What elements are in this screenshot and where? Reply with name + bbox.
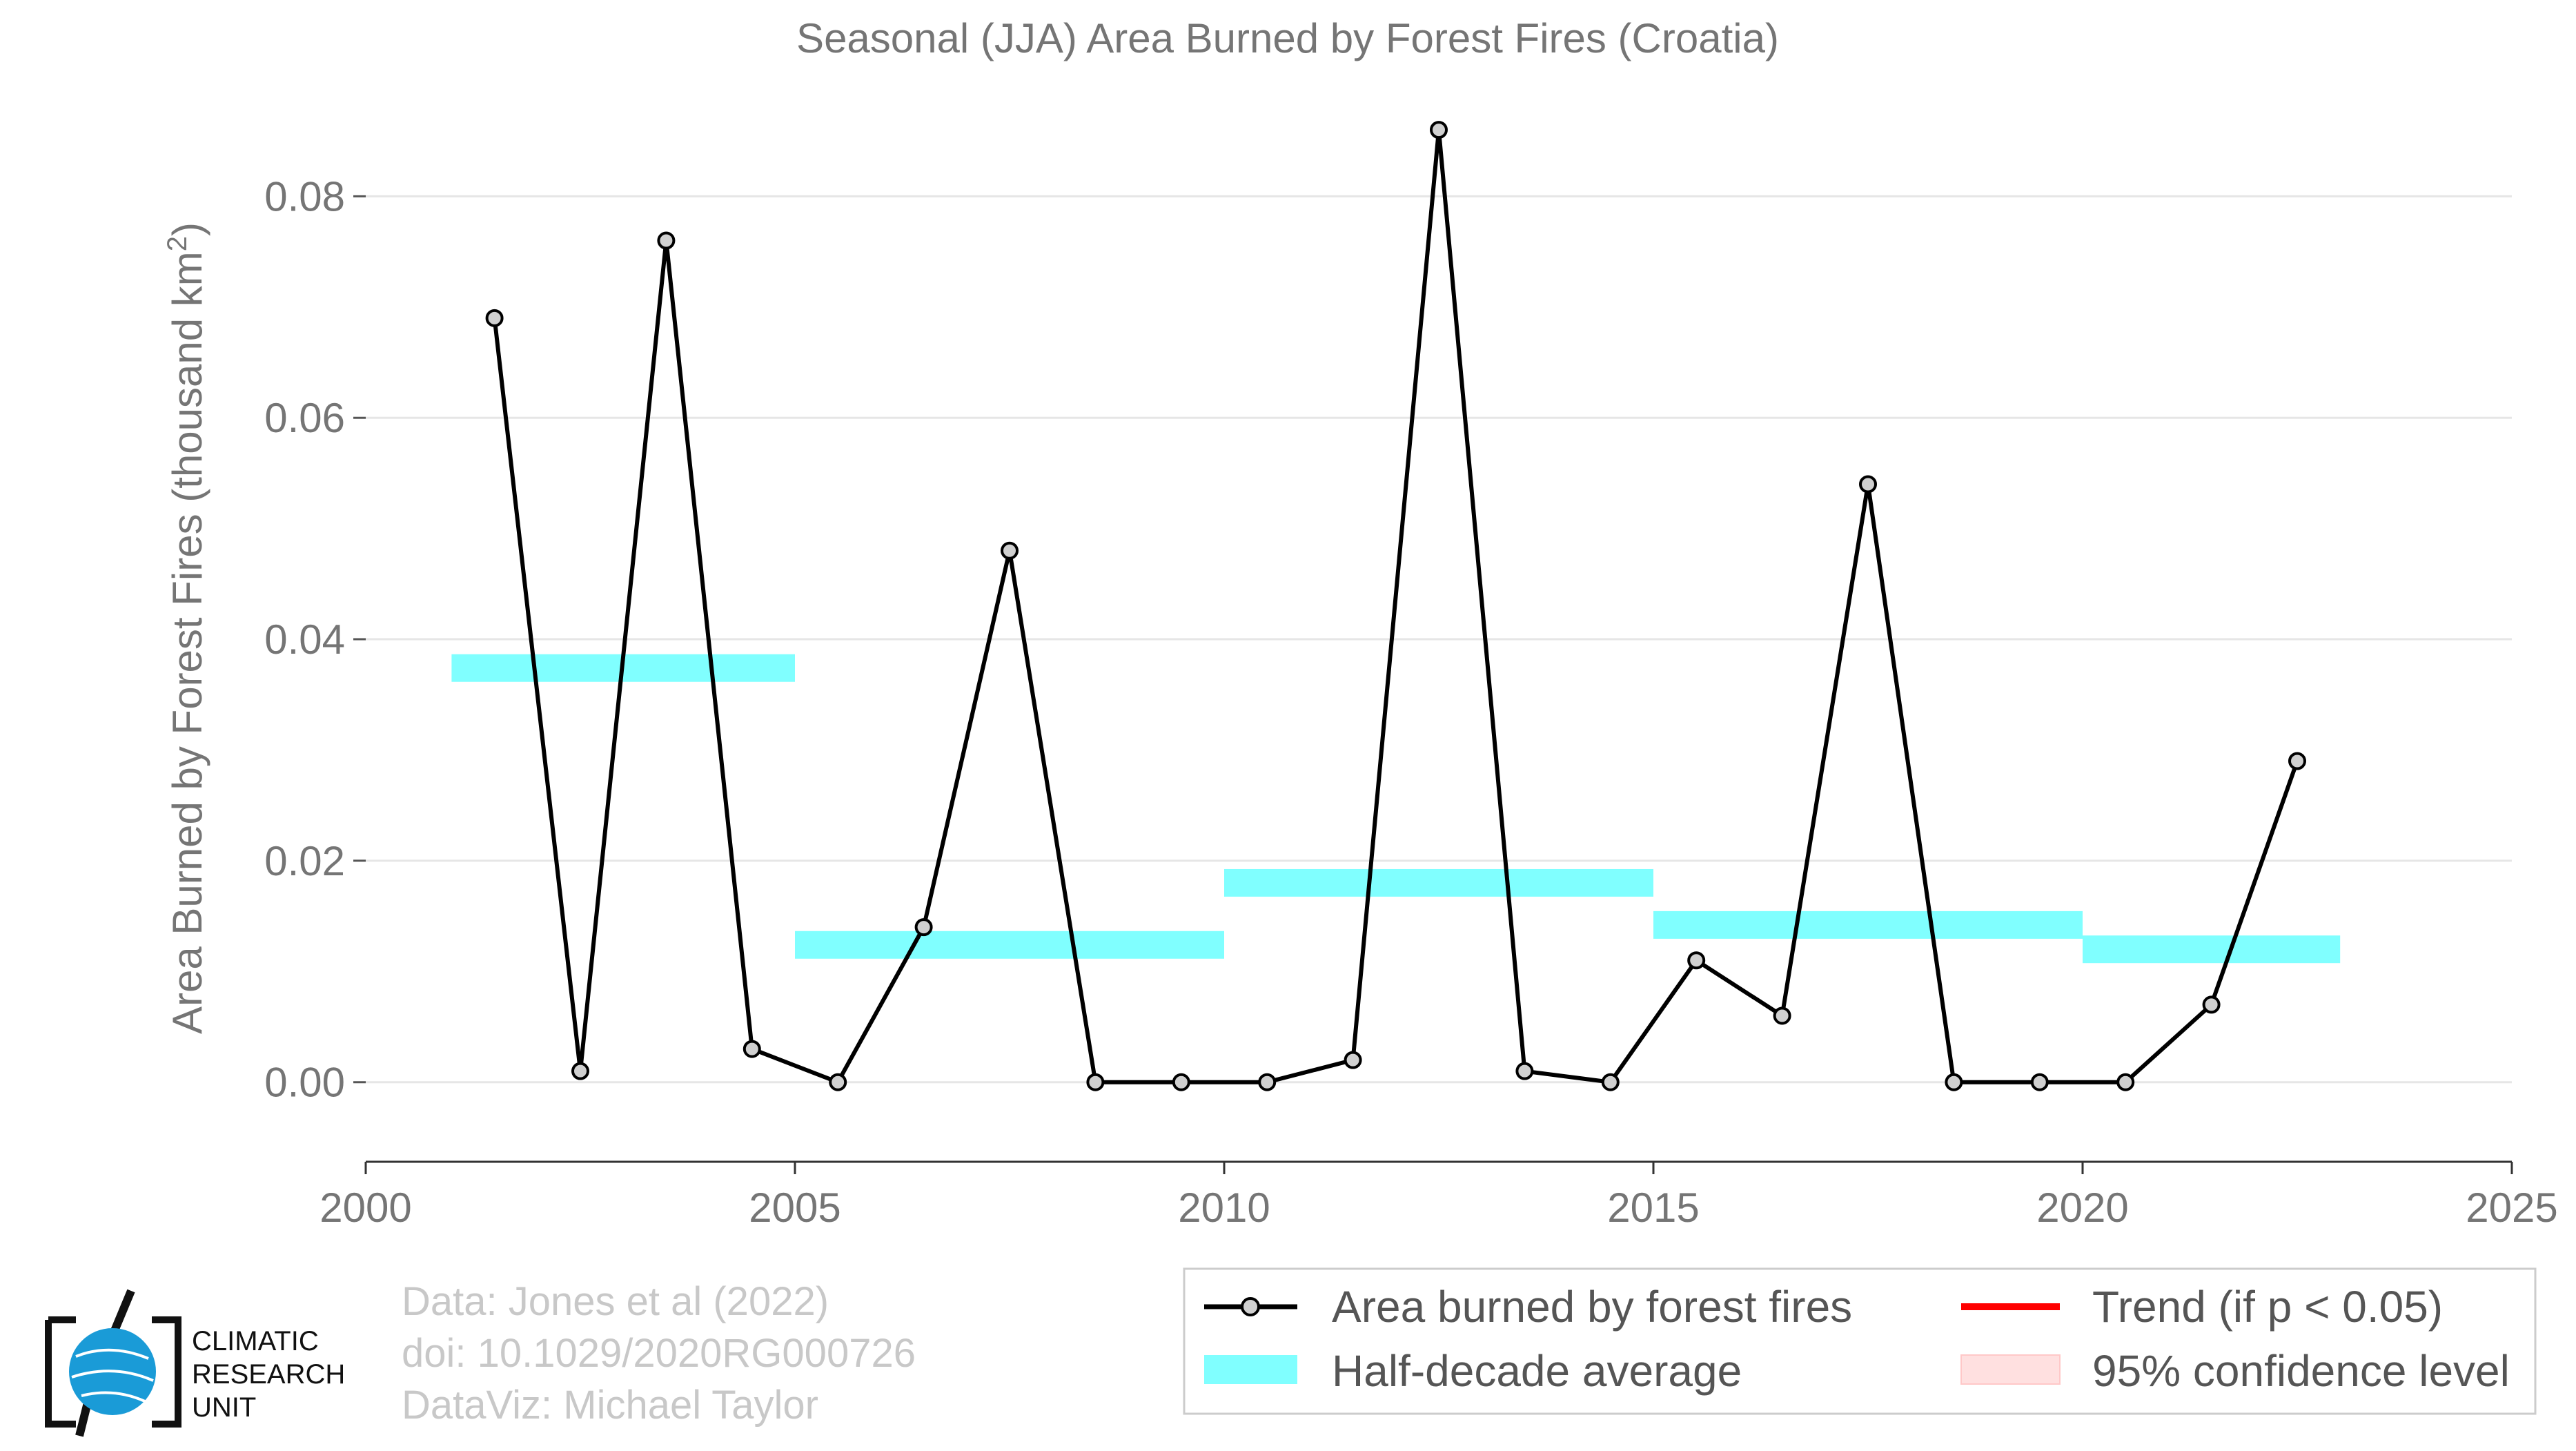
- legend-swatch-half-decade: [1204, 1355, 1297, 1384]
- data-point: [2030, 1073, 2049, 1091]
- data-point: [1859, 475, 1877, 494]
- y-axis-label-superscript: 2: [162, 236, 193, 251]
- legend-box: [1183, 1267, 2537, 1415]
- legend: Area burned by forest fires Trend (if p …: [1183, 1267, 2537, 1415]
- x-tick-label: 2020: [2036, 1185, 2128, 1231]
- credit-data: Data: Jones et al (2022): [402, 1279, 829, 1324]
- legend-label-half-decade: Half-decade average: [1332, 1346, 1742, 1396]
- legend-label-series: Area burned by forest fires: [1332, 1282, 1852, 1332]
- data-point: [1172, 1073, 1190, 1091]
- y-tick-label: 0.02: [264, 838, 345, 884]
- y-axis: 0.00 0.02 0.04 0.06 0.08: [264, 173, 366, 1106]
- data-points: [485, 121, 2306, 1091]
- chart-title: Seasonal (JJA) Area Burned by Forest Fir…: [796, 15, 1779, 61]
- x-tick-label: 2015: [1607, 1185, 1699, 1231]
- y-tick-label: 0.00: [264, 1060, 345, 1106]
- logo-line-1: CLIMATIC: [192, 1326, 319, 1356]
- cru-logo: CLIMATIC RESEARCH UNIT: [45, 1289, 345, 1437]
- data-point: [657, 231, 676, 250]
- legend-swatch-confidence: [1960, 1354, 2061, 1385]
- legend-label-confidence: 95% confidence level: [2092, 1346, 2510, 1396]
- data-point: [743, 1040, 761, 1058]
- x-tick-label: 2010: [1178, 1185, 1270, 1231]
- series-line: [492, 128, 2299, 1084]
- y-axis-label: Area Burned by Forest Fires (thousand km…: [162, 222, 210, 1034]
- data-point: [1001, 541, 1019, 560]
- logo-line-3: UNIT: [192, 1392, 256, 1423]
- half-decade-bar: [1653, 910, 2083, 939]
- y-tick-label: 0.06: [264, 395, 345, 441]
- x-tick-label: 2000: [319, 1185, 411, 1231]
- x-tick-label: 2025: [2466, 1185, 2557, 1231]
- y-tick-label: 0.04: [264, 616, 345, 663]
- data-point: [1773, 1006, 1791, 1025]
- data-point: [1515, 1062, 1534, 1080]
- data-point: [2202, 995, 2221, 1014]
- legend-swatch-marker: [1241, 1297, 1260, 1316]
- legend-label-trend: Trend (if p < 0.05): [2092, 1282, 2443, 1332]
- half-decade-bar: [795, 931, 1224, 959]
- credit-doi: doi: 10.1029/2020RG000726: [402, 1331, 916, 1376]
- data-point: [1430, 121, 1448, 139]
- data-point: [829, 1073, 847, 1091]
- data-point: [1258, 1073, 1277, 1091]
- series-area-burned: [492, 128, 2299, 1084]
- logo-line-2: RESEARCH: [192, 1359, 345, 1390]
- credit-dataviz: DataViz: Michael Taylor: [402, 1383, 818, 1428]
- y-tick-label: 0.08: [264, 173, 345, 220]
- data-point: [1945, 1073, 1963, 1091]
- data-point: [571, 1062, 589, 1080]
- half-decade-bar: [1224, 868, 1653, 897]
- half-decade-bar: [2083, 935, 2341, 964]
- data-point: [1601, 1073, 1620, 1091]
- data-point: [1344, 1051, 1362, 1069]
- data-point: [2116, 1073, 2135, 1091]
- x-axis: 2000 2005 2010 2015 2020 2025: [319, 1160, 2558, 1231]
- data-point: [1687, 951, 1706, 970]
- gridlines: [366, 195, 2512, 1084]
- half-decade-average-bands: [451, 654, 2341, 964]
- data-point: [485, 309, 504, 327]
- data-point: [914, 918, 933, 937]
- x-tick-label: 2005: [749, 1185, 840, 1231]
- data-point: [1086, 1073, 1105, 1091]
- data-point: [2288, 752, 2306, 770]
